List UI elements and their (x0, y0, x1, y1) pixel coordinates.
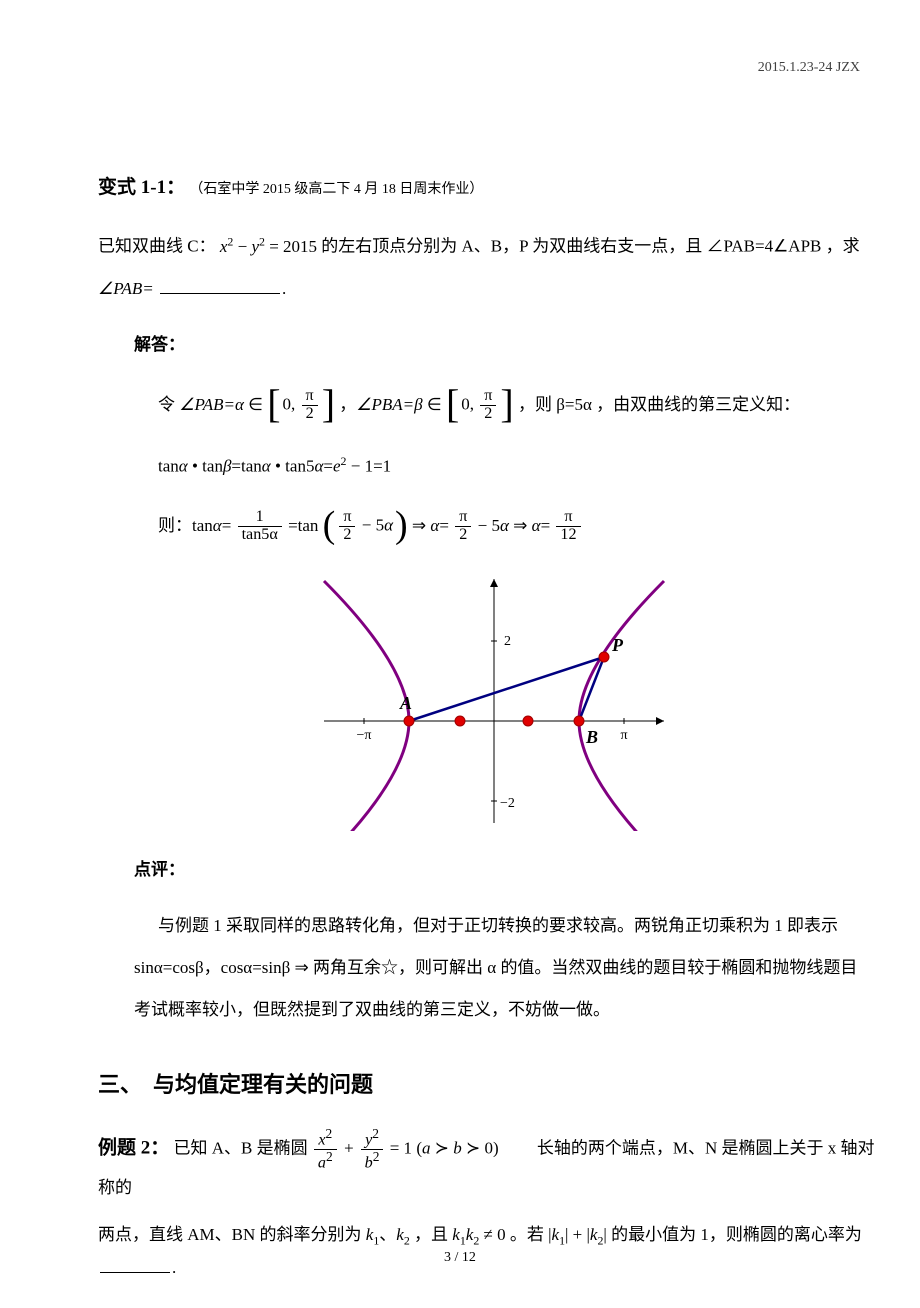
answer-heading: 解答： (134, 329, 890, 361)
variant-title-line: 变式 1-1： （石室中学 2015 级高二下 4 月 18 日周末作业） (98, 170, 890, 206)
pi-over-2-a: π2 (302, 388, 318, 423)
interval-1: [0, π2 ] (267, 386, 335, 426)
plus-sign: + (343, 1139, 359, 1158)
sol1-pre: 令 ∠PAB=α ∈ (158, 395, 267, 414)
problem-equation: x2 − y2 = 2015 (220, 237, 317, 256)
problem-prefix: 已知双曲线 C： (98, 237, 216, 256)
hyperbola-figure: π −π 2 −2 (98, 571, 890, 836)
frac-1-over-tan5a: 1 tan5α (238, 509, 282, 544)
y-tick-pos: 2 (504, 634, 511, 649)
pi-over-12: π12 (556, 509, 580, 544)
label-A: A (399, 693, 412, 713)
k1k2-neq0: k1k2 ≠ 0 (452, 1225, 505, 1244)
comment-line-2: sinα=cosβ，cosα=sinβ ⇒ 两角互余☆，则可解出 α 的值。当然… (134, 952, 890, 984)
ex2-l2-pre: 两点，直线 AM、BN 的斜率分别为 (98, 1225, 366, 1244)
pi-over-2-d: π2 (455, 509, 471, 544)
frac-x2-a2: x2 a2 (314, 1127, 337, 1173)
page: 2015.1.23-24 JZX 变式 1-1： （石室中学 2015 级高二下… (0, 0, 920, 1302)
comment-heading: 点评： (134, 854, 890, 886)
hyperbola-svg: π −π 2 −2 (314, 571, 674, 831)
section-3-title: 三、 与均值定理有关的问题 (98, 1067, 890, 1099)
sol1-mid: ，∠PBA=β ∈ (339, 395, 446, 414)
solution-line-2: tanα • tanβ=tanα • tan5α=e2 − 1=1 (158, 450, 890, 483)
sol3-mid1: =tan (288, 516, 318, 535)
variant-subtitle: （石室中学 2015 级高二下 4 月 18 日周末作业） (189, 182, 483, 197)
page-footer: 3 / 12 (0, 1250, 920, 1266)
example-2-line-1: 例题 2： 已知 A、B 是椭圆 x2 a2 + y2 b2 = 1 (a ≻ … (98, 1127, 890, 1205)
chord-segments (409, 657, 604, 721)
solution-line-1: 令 ∠PAB=α ∈ [0, π2 ] ，∠PBA=β ∈ [0, π2 ] ，… (158, 386, 890, 426)
sol1-post: ，则 β=5α ，由双曲线的第三定义知： (518, 395, 800, 414)
x-tick-pos: π (620, 728, 627, 743)
label-P: P (611, 635, 624, 655)
example-2-title: 例题 2： (98, 1138, 169, 1159)
axes: π −π 2 −2 (324, 579, 664, 823)
pi-over-2-b: π2 (480, 388, 496, 423)
k1: k1 (366, 1225, 380, 1244)
dun: 、 (379, 1225, 396, 1244)
ex2-l2-mid2: 。若 (510, 1225, 548, 1244)
header-note: 2015.1.23-24 JZX (758, 60, 860, 76)
content-area: 变式 1-1： （石室中学 2015 级高二下 4 月 18 日周末作业） 已知… (98, 170, 890, 1308)
comment-line-3: 考试概率较小，但既然提到了双曲线的第三定义，不妨做一做。 (134, 994, 890, 1026)
problem-line-2: ∠PAB= . (98, 273, 890, 305)
sol3-pre: 则：tanα= (158, 516, 231, 535)
arrow-1: ⇒ α= (412, 516, 449, 535)
eq-one: = 1 (390, 1139, 412, 1158)
solution-line-3: 则：tanα= 1 tan5α =tan ( π2 − 5α ) ⇒ α= π2… (158, 507, 890, 547)
pi-over-2-c: π2 (339, 509, 355, 544)
answer-blank (160, 293, 280, 294)
ab-cond: (a ≻ b ≻ 0) (416, 1139, 498, 1158)
minus-5a-arrow: − 5α ⇒ α= (478, 516, 551, 535)
x-tick-neg: −π (357, 728, 372, 743)
frac-y2-b2: y2 b2 (361, 1127, 384, 1173)
angle-pab-label: ∠PAB= (98, 279, 154, 298)
ex2-l2-post: 的最小值为 1，则椭圆的离心率为 (611, 1225, 862, 1244)
ex2-l2-mid: ，且 (414, 1225, 452, 1244)
period: . (282, 279, 286, 298)
variant-title: 变式 1-1： (98, 177, 185, 198)
abs-k1-k2: |k1| + |k2| (548, 1225, 607, 1244)
comment-line-1: 与例题 1 采取同样的思路转化角，但对于正切转换的要求较高。两锐角正切乘积为 1… (158, 910, 890, 942)
k2: k2 (396, 1225, 410, 1244)
interval-2: [0, π2 ] (446, 386, 514, 426)
minus-5a-1: − 5α (362, 516, 393, 535)
problem-line-1: 已知双曲线 C： x2 − y2 = 2015 的左右顶点分别为 A、B，P 为… (98, 230, 890, 263)
label-B: B (585, 727, 598, 747)
y-tick-neg: −2 (500, 796, 515, 811)
int-lo: 0 (283, 395, 292, 414)
problem-mid: 的左右顶点分别为 A、B，P 为双曲线右支一点，且 ∠PAB=4∠APB ，求 (321, 237, 859, 256)
paren-pi2-5a: ( π2 − 5α ) (323, 507, 408, 547)
ex2-pre: 已知 A、B 是椭圆 (174, 1139, 312, 1158)
answer-blank-2 (100, 1272, 170, 1273)
int-lo-2: 0 (461, 395, 470, 414)
